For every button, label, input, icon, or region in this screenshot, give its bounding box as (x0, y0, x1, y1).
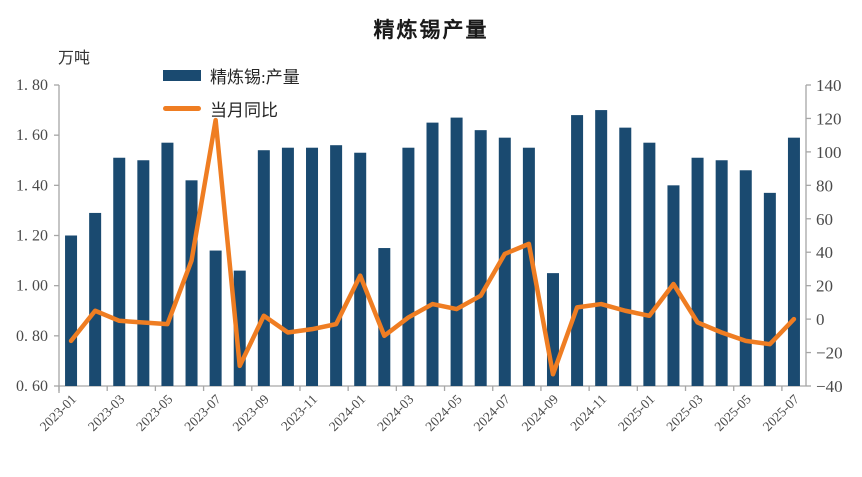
svg-text:2025-05: 2025-05 (711, 391, 754, 434)
bar (89, 212, 102, 386)
svg-text:2024-03: 2024-03 (374, 391, 417, 434)
bar (522, 147, 535, 386)
line-swatch-icon (163, 105, 201, 111)
bar (257, 150, 270, 386)
svg-text:2025-01: 2025-01 (615, 392, 657, 434)
bar (354, 152, 367, 386)
svg-text:0. 60: 0. 60 (16, 378, 48, 395)
bar (763, 192, 776, 386)
bar (619, 127, 632, 387)
svg-text:1. 40: 1. 40 (16, 177, 48, 194)
svg-text:2024-01: 2024-01 (326, 392, 368, 434)
svg-text:2023-01: 2023-01 (37, 392, 79, 434)
svg-text:1. 80: 1. 80 (16, 77, 48, 94)
left-axis-unit-label: 万吨 (58, 50, 91, 67)
svg-text:20: 20 (816, 277, 833, 296)
legend-item-production: 精炼锡:产量 (163, 64, 300, 87)
svg-text:2024-05: 2024-05 (422, 391, 465, 434)
svg-text:100: 100 (816, 143, 842, 162)
svg-text:60: 60 (816, 210, 833, 229)
bar (498, 137, 511, 386)
x-axis-ticks (58, 386, 783, 391)
svg-text:2024-11: 2024-11 (567, 392, 609, 434)
svg-text:1. 20: 1. 20 (16, 228, 48, 245)
svg-text:1. 60: 1. 60 (16, 127, 48, 144)
bar (306, 147, 319, 386)
bar (209, 250, 222, 386)
bar-series (65, 110, 800, 387)
bar (595, 110, 608, 386)
svg-text:2024-09: 2024-09 (519, 391, 562, 434)
bar (571, 115, 584, 386)
bar (691, 157, 704, 386)
svg-text:2023-03: 2023-03 (85, 391, 128, 434)
svg-text:−20: −20 (816, 344, 843, 363)
bar (137, 160, 150, 386)
svg-text:2023-09: 2023-09 (230, 391, 273, 434)
svg-text:2025-03: 2025-03 (663, 391, 706, 434)
svg-text:0: 0 (816, 310, 825, 329)
bar (474, 130, 487, 386)
svg-text:2025-07: 2025-07 (760, 391, 803, 434)
x-axis-labels: 2023-01 2023-03 2023-05 2023-07 2023-09 2023-… (37, 391, 803, 434)
legend-label: 当月同比 (210, 100, 278, 120)
bar (161, 142, 174, 386)
bar (739, 170, 752, 386)
svg-text:80: 80 (816, 176, 833, 195)
line-series (68, 117, 797, 377)
bar (426, 122, 439, 386)
svg-text:1. 00: 1. 00 (16, 278, 48, 295)
bar-swatch-icon (163, 69, 201, 81)
bar (113, 157, 126, 386)
svg-text:2023-05: 2023-05 (133, 391, 176, 434)
right-axis-ticks: 140 120 100 80 60 40 20 0 −20 −40 (806, 76, 843, 396)
bar (281, 147, 294, 386)
bar (787, 137, 800, 386)
bar (402, 147, 415, 386)
legend-label: 精炼锡:产量 (210, 67, 300, 87)
svg-text:−40: −40 (816, 377, 843, 396)
svg-text:0. 80: 0. 80 (16, 328, 48, 345)
bar (330, 145, 343, 386)
left-axis-ticks: 1. 80 1. 60 1. 40 1. 20 1. 00 0. 80 0. 60 (16, 77, 59, 395)
bar (643, 142, 656, 386)
svg-text:2024-07: 2024-07 (470, 391, 513, 434)
svg-text:2023-11: 2023-11 (278, 392, 320, 434)
bar (65, 235, 78, 386)
bar (378, 248, 391, 386)
legend-item-yoy: 当月同比 (163, 97, 300, 120)
bar (450, 117, 463, 386)
chart-title: 精炼锡产量 (373, 18, 489, 42)
svg-text:40: 40 (816, 243, 833, 262)
bar (185, 180, 198, 386)
legend: 精炼锡:产量 当月同比 (163, 64, 300, 130)
bar (715, 160, 728, 386)
svg-text:120: 120 (816, 109, 842, 128)
svg-text:2023-07: 2023-07 (181, 391, 224, 434)
svg-text:140: 140 (816, 76, 842, 95)
